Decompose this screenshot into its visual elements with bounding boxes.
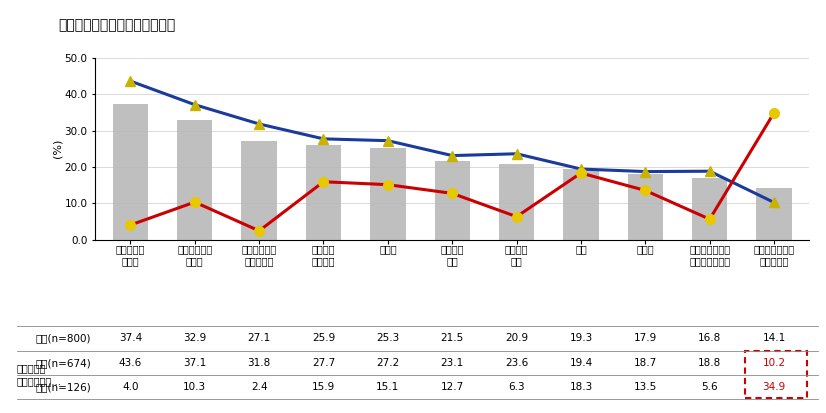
- Text: 20.9: 20.9: [505, 333, 528, 344]
- Text: 43.6: 43.6: [119, 358, 142, 368]
- Text: ない(n=126): ない(n=126): [36, 382, 91, 392]
- Bar: [241, 141, 277, 240]
- Bar: [370, 147, 406, 240]
- Text: ストレスが
たまることが…: ストレスが たまることが…: [17, 363, 61, 386]
- Text: 34.9: 34.9: [762, 382, 786, 392]
- Bar: [499, 164, 534, 240]
- Text: 全身の疲れを
感じる: 全身の疲れを 感じる: [177, 244, 212, 266]
- Text: 19.3: 19.3: [569, 333, 592, 344]
- Bar: [757, 188, 792, 240]
- Text: 25.9: 25.9: [312, 333, 335, 344]
- Text: むくみ: むくみ: [637, 244, 654, 254]
- Text: 集中力を欠いて
いることが多い: 集中力を欠いて いることが多い: [689, 244, 730, 266]
- Text: ある(n=674): ある(n=674): [36, 358, 91, 368]
- Text: 23.6: 23.6: [505, 358, 529, 368]
- Text: 18.8: 18.8: [698, 358, 721, 368]
- Bar: [434, 161, 470, 240]
- Text: 37.4: 37.4: [119, 333, 142, 344]
- Text: 肌あれ・
肌の老化: 肌あれ・ 肌の老化: [311, 244, 335, 266]
- Text: 10.2: 10.2: [762, 358, 786, 368]
- Bar: [112, 104, 148, 240]
- Text: 5.6: 5.6: [701, 382, 718, 392]
- Text: 10.3: 10.3: [183, 382, 206, 392]
- Text: イライラする
ことが多い: イライラする ことが多い: [241, 244, 277, 266]
- Text: 4.0: 4.0: [122, 382, 139, 392]
- Text: 37.1: 37.1: [183, 358, 206, 368]
- Text: 便秘: 便秘: [575, 244, 586, 254]
- Text: やる気の
低下: やる気の 低下: [505, 244, 529, 266]
- Text: 15.1: 15.1: [376, 382, 400, 392]
- Text: 体脂肪が
多い: 体脂肪が 多い: [440, 244, 464, 266]
- Text: 21.5: 21.5: [440, 333, 464, 344]
- Text: 32.9: 32.9: [183, 333, 206, 344]
- Y-axis label: (%): (%): [53, 139, 63, 158]
- Text: 13.5: 13.5: [634, 382, 657, 392]
- Bar: [306, 145, 341, 240]
- Text: 23.1: 23.1: [440, 358, 464, 368]
- Text: 全体(n=800): 全体(n=800): [36, 333, 91, 344]
- Text: 27.7: 27.7: [312, 358, 335, 368]
- Text: 16.8: 16.8: [698, 333, 721, 344]
- Bar: [563, 169, 599, 240]
- Text: 6.3: 6.3: [508, 382, 525, 392]
- Text: 27.1: 27.1: [248, 333, 271, 344]
- Text: 31.8: 31.8: [248, 358, 271, 368]
- Text: 19.4: 19.4: [569, 358, 592, 368]
- Text: ストレスを
感じる: ストレスを 感じる: [116, 244, 145, 266]
- Text: 27.2: 27.2: [376, 358, 400, 368]
- Text: 12.7: 12.7: [440, 382, 464, 392]
- Text: 14.1: 14.1: [762, 333, 786, 344]
- Text: 25.3: 25.3: [376, 333, 400, 344]
- Bar: [628, 174, 663, 240]
- Text: 日頃気になる症状（複数回答）: 日頃気になる症状（複数回答）: [58, 19, 175, 33]
- Text: 17.9: 17.9: [634, 333, 657, 344]
- Bar: [177, 120, 212, 240]
- Text: 2.4: 2.4: [251, 382, 268, 392]
- Text: 花粉症: 花粉症: [379, 244, 396, 254]
- Text: 気になっている
ものはない: 気になっている ものはない: [753, 244, 795, 266]
- Bar: [692, 178, 728, 240]
- Text: 15.9: 15.9: [312, 382, 335, 392]
- Text: 18.3: 18.3: [569, 382, 592, 392]
- Text: 18.7: 18.7: [634, 358, 657, 368]
